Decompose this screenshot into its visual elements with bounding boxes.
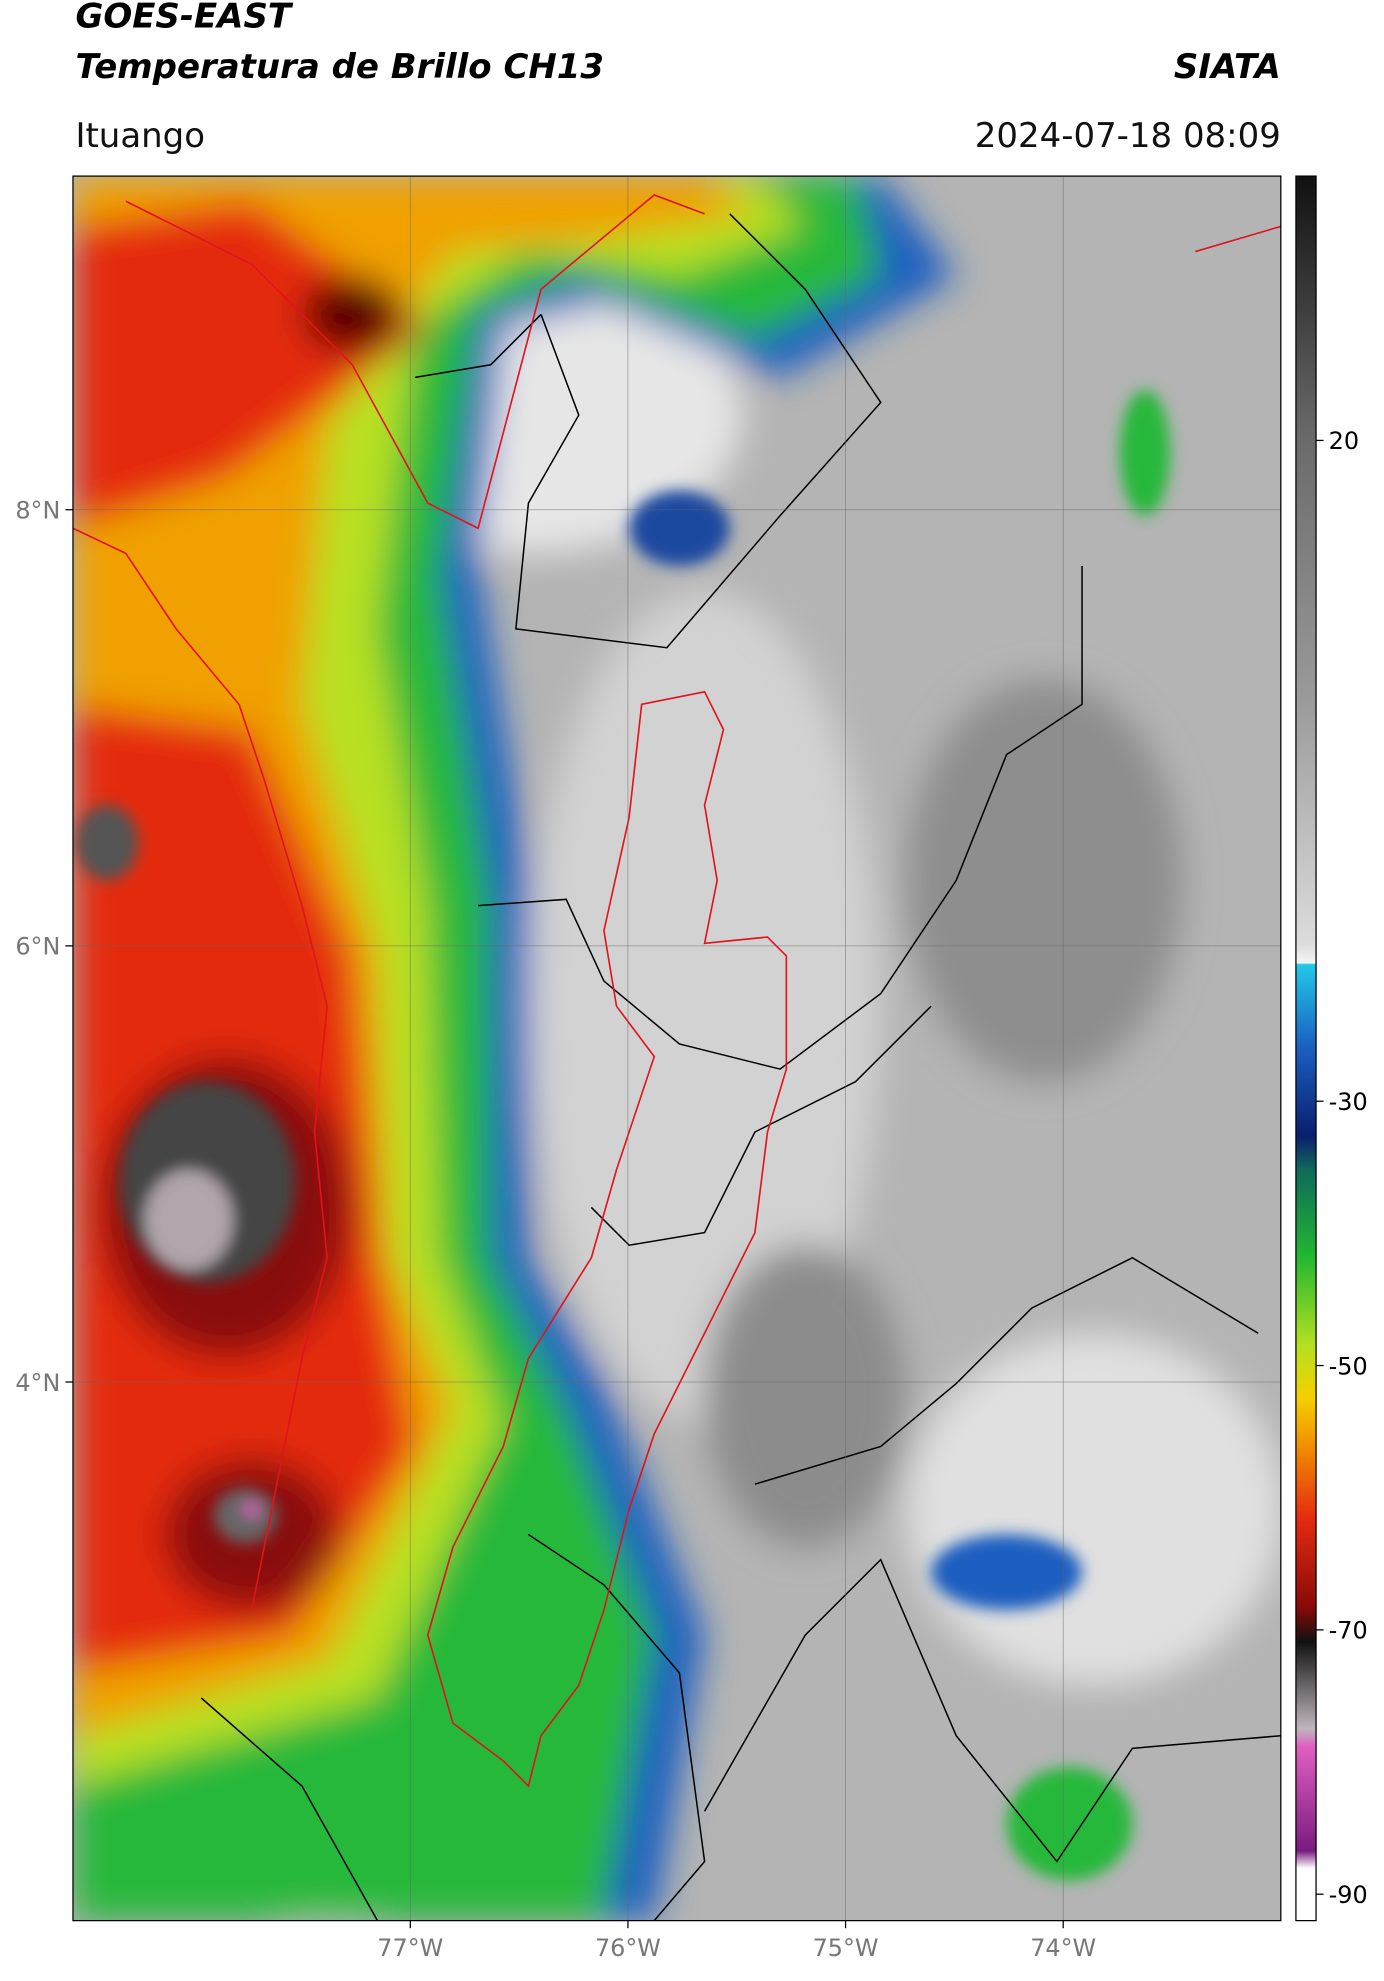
source-title: GOES-EAST [75, 0, 293, 37]
colorbar-label: -70 [1329, 1617, 1368, 1645]
colorbar [1295, 175, 1317, 1922]
basin-outline [72, 194, 1281, 1788]
product-title: Temperatura de Brillo CH13 [75, 47, 604, 87]
colorbar-label: -50 [1329, 1352, 1368, 1380]
y-tick-label: 4°N [15, 1369, 60, 1397]
colorbar-label: 20 [1329, 427, 1359, 455]
map-frame [72, 175, 1282, 1922]
brand: SIATA [1174, 47, 1281, 87]
colorbar-label: -90 [1329, 1881, 1368, 1909]
x-tick-label: 76°W [595, 1934, 661, 1962]
x-tick-label: 77°W [377, 1934, 443, 1962]
boundaries [200, 213, 1281, 1921]
y-tick-label: 6°N [15, 933, 60, 961]
colorbar-label: -30 [1329, 1088, 1368, 1116]
x-tick-label: 75°W [813, 1934, 879, 1962]
graticule [72, 176, 1281, 1921]
datetime: 2024-07-18 08:09 [975, 116, 1281, 156]
x-tick-label: 74°W [1030, 1934, 1096, 1962]
y-tick-label: 8°N [15, 497, 60, 525]
place: Ituango [75, 116, 205, 156]
satellite-image [72, 176, 1281, 1921]
